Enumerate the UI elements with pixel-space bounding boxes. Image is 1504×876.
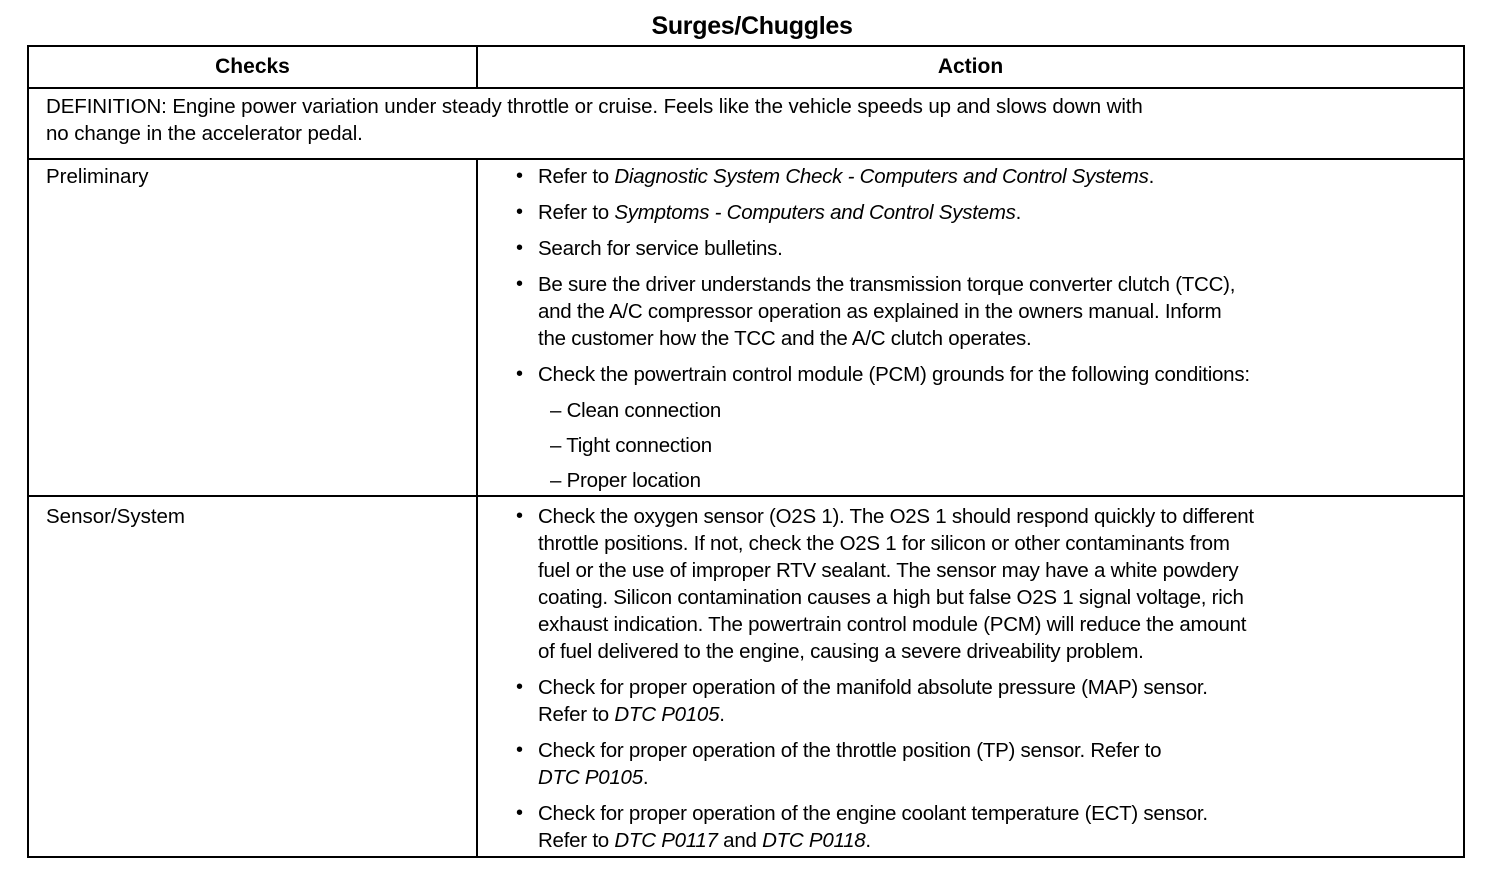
definition-line: no change in the accelerator pedal.	[46, 122, 363, 145]
text-segment: .	[1015, 201, 1022, 224]
text-segment: Refer to	[538, 829, 615, 852]
text-line: Check for proper operation of the manifo…	[538, 674, 1463, 701]
text-line: exhaust indication. The powertrain contr…	[538, 611, 1463, 638]
text-segment: the customer how the TCC and the A/C clu…	[538, 327, 1032, 350]
text-line: – Tight connection	[550, 432, 1463, 459]
text-segment: and	[717, 829, 763, 852]
check-cell: Sensor/System	[29, 497, 478, 856]
text-line: – Proper location	[550, 467, 1463, 494]
bullet-icon: •	[516, 739, 524, 761]
text-line: Check for proper operation of the thrott…	[538, 737, 1463, 764]
text-segment: Check the oxygen sensor (O2S 1). The O2S…	[538, 505, 1254, 528]
definition-text: DEFINITION: Engine power variation under…	[29, 89, 1143, 158]
bullet-icon: •	[516, 505, 524, 527]
text-segment: and the A/C compressor operation as expl…	[538, 300, 1222, 323]
action-cell: • Refer to Diagnostic System Check - Comp…	[478, 160, 1463, 495]
text-segment: Refer to	[538, 165, 615, 188]
text-segment: – Clean connection	[550, 399, 722, 422]
reference-text: Symptoms - Computers and Control Systems	[614, 201, 1016, 224]
text-segment: .	[1148, 165, 1155, 188]
text-line: Refer to Symptoms - Computers and Contro…	[538, 199, 1463, 226]
text-line: the customer how the TCC and the A/C clu…	[538, 325, 1463, 352]
bullet-icon: •	[516, 363, 524, 385]
sub-item: – Tight connection	[478, 432, 1463, 459]
column-header-checks: Checks	[29, 47, 478, 87]
text-line: DTC P0105.	[538, 764, 1463, 791]
bullet-item: • Refer to Symptoms - Computers and Contr…	[478, 199, 1463, 226]
column-header-action: Action	[937, 55, 1004, 78]
bullet-item: • Search for service bulletins.	[478, 235, 1463, 262]
bullet-item: • Check for proper operation of the manif…	[478, 674, 1463, 728]
check-cell: Preliminary	[29, 160, 478, 495]
text-line: fuel or the use of improper RTV sealant.…	[538, 557, 1463, 584]
bullet-item: • Check for proper operation of the engin…	[478, 800, 1463, 854]
reference-text: DTC P0117	[614, 829, 718, 852]
text-line: Refer to DTC P0105.	[538, 701, 1463, 728]
text-segment: Check for proper operation of the engine…	[538, 802, 1208, 825]
bullet-icon: •	[516, 165, 524, 187]
text-line: – Clean connection	[550, 397, 1463, 424]
text-segment: Refer to	[538, 703, 615, 726]
text-segment: exhaust indication. The powertrain contr…	[538, 613, 1247, 636]
bullet-icon: •	[516, 237, 524, 259]
reference-text: DTC P0105	[614, 703, 720, 726]
text-line: coating. Silicon contamination causes a …	[538, 584, 1463, 611]
definition-line: DEFINITION: Engine power variation under…	[46, 95, 1143, 118]
bullet-item: • Check the powertrain control module (PC…	[478, 361, 1463, 388]
text-segment: .	[719, 703, 725, 726]
text-line: of fuel delivered to the engine, causing…	[538, 638, 1463, 665]
text-segment: Check for proper operation of the manifo…	[538, 676, 1208, 699]
action-cell: • Check the oxygen sensor (O2S 1). The O2…	[478, 497, 1463, 856]
table-row: Preliminary • Refer to Diagnostic System …	[29, 158, 1463, 495]
text-segment: – Tight connection	[550, 434, 712, 457]
text-line: and the A/C compressor operation as expl…	[538, 298, 1463, 325]
text-segment: coating. Silicon contamination causes a …	[538, 586, 1244, 609]
text-line: throttle positions. If not, check the O2…	[538, 530, 1463, 557]
text-segment: throttle positions. If not, check the O2…	[538, 532, 1230, 555]
text-segment: .	[865, 829, 871, 852]
bullet-item: • Refer to Diagnostic System Check - Comp…	[478, 163, 1463, 190]
text-segment: .	[642, 766, 649, 789]
text-segment: – Proper location	[550, 469, 701, 492]
bullet-item: • Be sure the driver understands the tran…	[478, 271, 1463, 352]
text-segment: Refer to	[538, 201, 615, 224]
text-segment: Check for proper operation of the thrott…	[538, 739, 1162, 762]
text-segment: Be sure the driver understands the trans…	[538, 273, 1236, 296]
text-segment: Search for service bulletins.	[538, 237, 783, 260]
page-title: Surges/Chuggles	[651, 12, 853, 40]
reference-text: Diagnostic System Check - Computers and …	[614, 165, 1149, 188]
text-line: Check the oxygen sensor (O2S 1). The O2S…	[538, 503, 1463, 530]
text-line: Refer to Diagnostic System Check - Compu…	[538, 163, 1463, 190]
sub-item: – Proper location	[478, 467, 1463, 494]
reference-text: DTC P0118	[762, 829, 866, 852]
sub-item: – Clean connection	[478, 397, 1463, 424]
table-row: Sensor/System • Check the oxygen sensor (…	[29, 495, 1463, 856]
text-line: Search for service bulletins.	[538, 235, 1463, 262]
bullet-item: • Check for proper operation of the throt…	[478, 737, 1463, 791]
bullet-icon: •	[516, 676, 524, 698]
text-line: Refer to DTC P0117 and DTC P0118.	[538, 827, 1463, 854]
diagnostic-table: Checks Action DEFINITION: Engine power v…	[27, 45, 1465, 858]
table-header-row: Checks Action	[29, 47, 1463, 87]
bullet-icon: •	[516, 802, 524, 824]
text-segment: fuel or the use of improper RTV sealant.…	[538, 559, 1239, 582]
text-segment: Check the powertrain control module (PCM…	[538, 363, 1250, 386]
text-segment: of fuel delivered to the engine, causing…	[538, 640, 1144, 663]
text-line: Be sure the driver understands the trans…	[538, 271, 1463, 298]
bullet-icon: •	[516, 273, 524, 295]
text-line: Check for proper operation of the engine…	[538, 800, 1463, 827]
bullet-icon: •	[516, 201, 524, 223]
bullet-item: • Check the oxygen sensor (O2S 1). The O2…	[478, 503, 1463, 665]
reference-text: DTC P0105	[538, 766, 643, 789]
definition-row: DEFINITION: Engine power variation under…	[29, 87, 1463, 158]
text-line: Check the powertrain control module (PCM…	[538, 361, 1463, 388]
